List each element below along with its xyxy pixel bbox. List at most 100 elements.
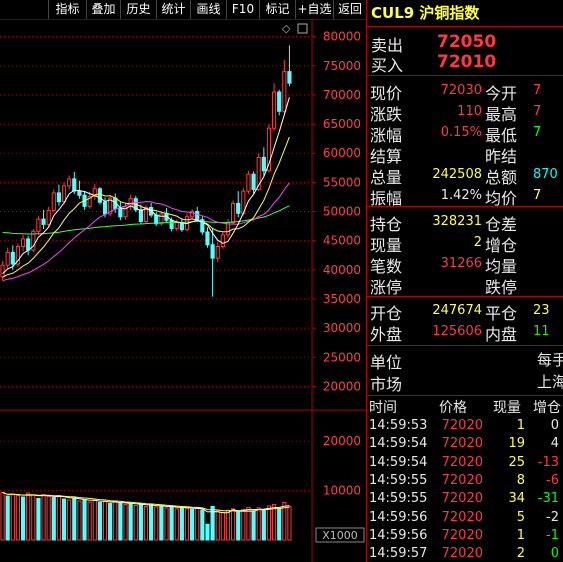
tick-volume: 8 (516, 472, 525, 488)
candle-body (72, 178, 77, 192)
toolbar-button-5[interactable]: F10 (226, 0, 259, 19)
candle-body (41, 218, 46, 225)
toolbar-button-0[interactable]: 指标 (48, 0, 86, 19)
buy-price: 72010 (437, 52, 497, 72)
price-axis-label: 75000 (323, 59, 361, 73)
candle-body (138, 209, 143, 222)
tick-price: 72020 (441, 546, 483, 562)
price-axis-label: 50000 (323, 205, 361, 219)
tick-row[interactable]: 14:59:56 72020 5 -2 (367, 510, 563, 528)
tick-row[interactable]: 14:59:54 72020 25 -13 (367, 455, 563, 473)
candle-body (271, 91, 277, 129)
tick-volume: 1 (516, 527, 525, 543)
price-axis-label: 65000 (323, 117, 361, 131)
toolbar-button-4[interactable]: 画线 (190, 0, 226, 19)
candle-body (215, 246, 220, 259)
kline-chart-svg[interactable]: 80000 75000 70000 65000 60000 55000 50000 45000… (0, 19, 366, 562)
field-value: 247674 (432, 303, 482, 318)
field-label: 最低 (485, 126, 518, 145)
price-axis-label: 70000 (323, 88, 361, 102)
toolbar-button-1[interactable]: 叠加 (86, 0, 120, 19)
price-axis-label: 45000 (323, 234, 361, 248)
toolbar-button-7[interactable]: +自选 (295, 0, 333, 19)
volume-bar (20, 496, 26, 541)
candle-body (5, 251, 10, 266)
tick-row[interactable]: 14:59:57 72020 2 0 (367, 546, 563, 562)
field-value: 上海 (537, 373, 563, 391)
field-label: 今开 (485, 84, 518, 103)
volume-bar (113, 501, 118, 541)
volume-bar (190, 508, 195, 541)
tick-volume: 25 (508, 454, 525, 470)
volume-bar (266, 505, 272, 541)
volume-bar (15, 495, 21, 541)
tick-row[interactable]: 14:59:55 72020 34 -31 (367, 491, 563, 509)
candle-body (26, 238, 31, 251)
field-label: 仓差 (485, 215, 518, 234)
tick-header-1: 价格 (439, 400, 467, 416)
candle-body (225, 222, 231, 236)
kline-chart[interactable]: 80000 75000 70000 65000 60000 55000 50000 45000… (0, 19, 366, 562)
tick-row[interactable]: 14:59:56 72020 1 -1 (367, 528, 563, 546)
volume-bar (169, 505, 174, 541)
volume-bar (46, 496, 51, 541)
field-label: 开仓 (370, 304, 403, 323)
volume-bar (271, 503, 277, 541)
tick-change: -31 (537, 491, 559, 507)
volume-bar (118, 502, 123, 541)
buy-label: 买入 (371, 56, 404, 75)
field-label: 笔数 (370, 257, 403, 276)
field-value: 2 (473, 235, 482, 250)
tick-time: 14:59:55 (369, 472, 428, 488)
field-label: 总量 (370, 168, 403, 187)
price-axis-label: 20000 (323, 379, 361, 393)
price-axis-label: 35000 (323, 292, 361, 306)
candle-body (210, 244, 215, 259)
volume-bar (174, 508, 179, 541)
chart-toolbar: 指标 叠加 历史 统计 画线 F10 标记 +自选 返回 (0, 0, 366, 19)
field-label: 涨幅 (370, 126, 403, 145)
volume-bar (256, 507, 261, 541)
volume-bar (154, 506, 159, 541)
candle-body (277, 91, 282, 112)
toolbar-button-6[interactable]: 标记 (259, 0, 295, 19)
tick-row[interactable]: 14:59:53 72020 1 0 (367, 418, 563, 436)
volume-bar (10, 493, 15, 541)
volume-bar (56, 495, 62, 541)
field-label: 外盘 (370, 325, 403, 344)
tick-row[interactable]: 14:59:54 72020 19 4 (367, 436, 563, 454)
toolbar-button-2[interactable]: 历史 (120, 0, 156, 19)
field-label: 单位 (370, 353, 403, 372)
tick-time: 14:59:53 (369, 418, 428, 433)
toolbar-button-3[interactable]: 统计 (156, 0, 190, 19)
candle-body (87, 195, 92, 207)
tick-price: 72020 (441, 454, 483, 470)
field-label: 现价 (370, 84, 403, 103)
candle-body (143, 206, 149, 222)
volume-bar (287, 505, 292, 541)
volume-bar (41, 494, 46, 541)
tick-row[interactable]: 14:59:55 72020 8 -6 (367, 473, 563, 491)
volume-bar (230, 508, 236, 541)
field-label: 内盘 (485, 325, 518, 344)
candle-body (236, 202, 241, 214)
candle-body (220, 234, 225, 248)
field-label: 跌停 (485, 278, 518, 297)
candle-body (251, 173, 256, 190)
candle-body (195, 211, 200, 221)
candle-body (123, 206, 128, 218)
price-axis-label: 40000 (323, 263, 361, 277)
candle-body (56, 192, 62, 203)
volume-unit-box (315, 527, 365, 543)
toolbar-button-8[interactable]: 返回 (333, 0, 366, 19)
candle-body (261, 156, 266, 172)
tick-change: -13 (537, 454, 559, 470)
volume-bar (225, 509, 231, 541)
divider (367, 395, 563, 396)
candle-body (108, 197, 113, 215)
expand-icon (297, 23, 308, 34)
field-value: 每手 (537, 351, 563, 369)
volume-bar (179, 506, 184, 541)
volume-bar (102, 500, 108, 541)
candle-body (266, 127, 272, 172)
